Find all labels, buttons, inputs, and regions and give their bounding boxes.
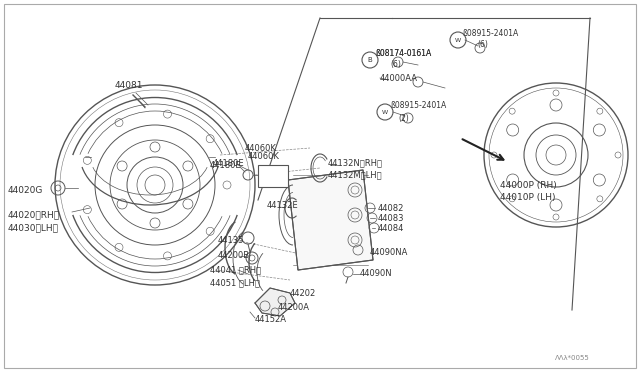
Text: B: B — [367, 57, 372, 63]
Text: 44202: 44202 — [290, 289, 316, 298]
Text: 44010P (LH): 44010P (LH) — [500, 192, 556, 202]
Text: 44000P (RH): 44000P (RH) — [500, 180, 557, 189]
Text: 44083: 44083 — [378, 214, 404, 222]
Polygon shape — [255, 288, 295, 316]
Text: 44081: 44081 — [115, 80, 143, 90]
Text: 44132E: 44132E — [267, 201, 299, 209]
Text: 44000AA: 44000AA — [380, 74, 418, 83]
Text: 44200B: 44200B — [218, 250, 250, 260]
Polygon shape — [288, 170, 373, 270]
Text: 44020G: 44020G — [8, 186, 44, 195]
Text: 44132M〈LH〉: 44132M〈LH〉 — [328, 170, 383, 180]
Text: W: W — [382, 109, 388, 115]
Text: 44051 〈LH〉: 44051 〈LH〉 — [210, 279, 260, 288]
Text: (6): (6) — [477, 39, 488, 48]
Text: 44020〈RH〉: 44020〈RH〉 — [8, 211, 60, 219]
Text: W: W — [455, 38, 461, 42]
Text: 44082: 44082 — [378, 203, 404, 212]
Text: ΛΛλ*0055: ΛΛλ*0055 — [555, 355, 589, 361]
Text: ß08915-2401A: ß08915-2401A — [390, 100, 446, 109]
Text: 44084: 44084 — [378, 224, 404, 232]
Text: 44132N〈RH〉: 44132N〈RH〉 — [328, 158, 383, 167]
Text: ß08915-2401A: ß08915-2401A — [462, 29, 518, 38]
Text: (6): (6) — [390, 60, 401, 68]
Text: 44090NA: 44090NA — [370, 247, 408, 257]
Text: 44030〈LH〉: 44030〈LH〉 — [8, 224, 59, 232]
Text: ß08174-0161A: ß08174-0161A — [375, 48, 431, 58]
Text: 44060K: 44060K — [245, 144, 277, 153]
Text: 44180E: 44180E — [210, 160, 242, 170]
Text: 44200A: 44200A — [278, 302, 310, 311]
Text: 44152A: 44152A — [255, 315, 287, 324]
Text: 44041 〈RH〉: 44041 〈RH〉 — [210, 266, 261, 275]
Text: ß08174-0161A: ß08174-0161A — [375, 48, 431, 58]
Text: 44135: 44135 — [218, 235, 244, 244]
Bar — [258, 165, 288, 187]
Text: 44180E: 44180E — [213, 158, 244, 167]
Text: (2): (2) — [398, 113, 409, 122]
Text: 44060K: 44060K — [248, 151, 280, 160]
Text: 44090N: 44090N — [360, 269, 392, 279]
